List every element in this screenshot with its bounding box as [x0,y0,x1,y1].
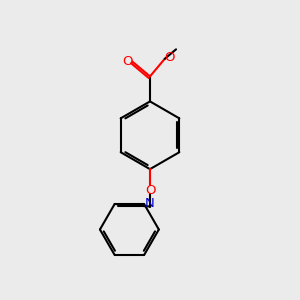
Text: N: N [145,197,154,210]
Text: O: O [164,51,174,64]
Text: O: O [145,184,155,197]
Text: O: O [122,55,132,68]
